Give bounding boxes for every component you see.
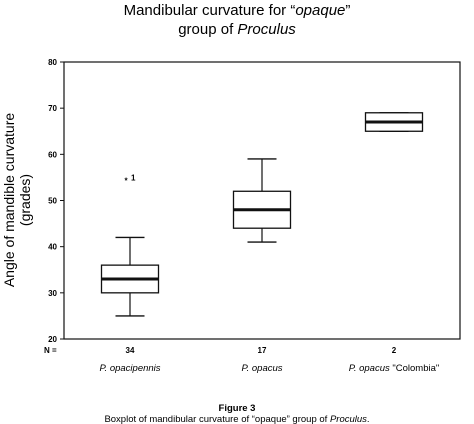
n-count: 34 <box>126 346 135 355</box>
y-tick-label: 40 <box>48 243 57 252</box>
category-label: P. opacus "Colombia" <box>349 363 440 374</box>
y-tick-label: 20 <box>48 335 57 344</box>
figure-number: Figure 3 <box>219 403 256 414</box>
category-label: P. opacus <box>241 363 282 374</box>
outlier-marker: * <box>124 176 128 185</box>
box-1: * 1 <box>100 173 160 317</box>
figure-caption: Boxplot of mandibular curvature of “opaq… <box>104 414 369 424</box>
boxplot-boxes: * 1 <box>100 112 424 317</box>
x-axis-labels: N = 34 P. opacipennis 17 P. opacus 2 P. opacu… <box>44 346 439 374</box>
n-count: 2 <box>392 346 397 355</box>
n-label: N = <box>44 346 57 355</box>
y-axis-ticks: 20 30 40 50 60 70 80 <box>48 58 64 344</box>
y-tick-label: 50 <box>48 197 57 206</box>
y-axis-label-line1: Angle of mandible curvature <box>1 113 17 288</box>
chart-title-line1: Mandibular curvature for “opaque” <box>124 2 351 19</box>
y-tick-label: 80 <box>48 58 57 67</box>
n-count: 17 <box>258 346 267 355</box>
y-tick-label: 70 <box>48 104 57 113</box>
category-label: P. opacipennis <box>99 363 160 374</box>
y-tick-label: 30 <box>48 289 57 298</box>
y-axis-label-line2: (grades) <box>17 174 33 226</box>
box-3 <box>364 112 424 132</box>
outlier-label: 1 <box>131 173 136 182</box>
y-tick-label: 60 <box>48 150 57 159</box>
box-2 <box>232 158 292 243</box>
y-axis-label: Angle of mandible curvature (grades) <box>1 113 33 288</box>
chart-title-line2: group of Proculus <box>178 21 296 38</box>
